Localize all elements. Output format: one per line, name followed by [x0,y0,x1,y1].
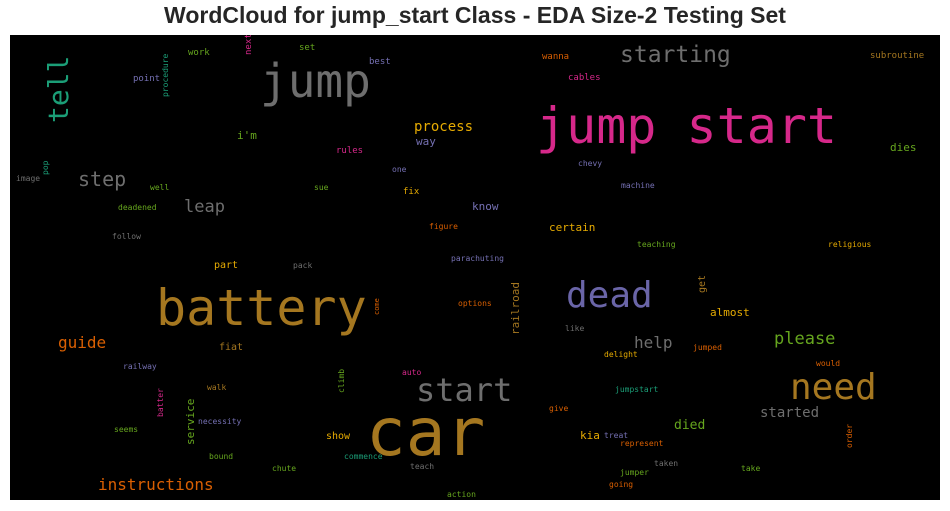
word-take: take [741,464,760,473]
word-well: well [150,183,169,192]
word-dies: dies [890,141,917,154]
word-bound: bound [209,452,233,461]
word-railway: railway [123,362,157,371]
word-action: action [447,490,476,499]
word-instructions: instructions [98,475,214,494]
word-please: please [774,329,835,349]
word-set: set [299,43,315,53]
word-started: started [760,405,819,421]
word-options: options [458,299,492,308]
word-starting: starting [620,42,731,68]
word-procedure: procedure [161,53,170,97]
word-follow: follow [112,232,141,241]
word-parachuting: parachuting [451,254,504,263]
word-help: help [634,333,673,352]
word-tell: tell [42,56,75,123]
word-cables: cables [568,73,601,83]
word-jumper: jumper [620,468,649,477]
word-figure: figure [429,222,458,231]
wordcloud-panel: jump start car battery jump dead need start sta… [10,35,940,500]
word-dead: dead [566,275,653,316]
word-pack: pack [293,261,312,270]
word-image: image [16,174,40,183]
word-delight: delight [604,350,638,359]
word-work: work [188,48,210,58]
word-get: get [697,275,708,293]
word-order: order [845,424,854,448]
word-sue: sue [314,183,329,192]
word-going: going [609,480,633,489]
word-pop: pop [41,160,50,175]
word-chevy: chevy [578,159,602,168]
word-one: one [392,165,407,174]
word-died: died [674,418,705,433]
word-point: point [133,74,160,84]
word-fix: fix [403,187,420,197]
word-battery: battery [156,279,367,337]
word-subroutine: subroutine [870,51,924,61]
word-come: come [373,298,381,315]
word-auto: auto [402,368,421,377]
word-jumped: jumped [693,343,722,352]
word-jump-start: jump start [536,97,837,155]
word-best: best [369,57,391,67]
word-necessity: necessity [198,417,242,426]
word-way: way [416,135,436,148]
word-almost: almost [710,306,750,319]
wordcloud-canvas: jump start car battery jump dead need start sta… [16,35,924,499]
word-railroad: railroad [509,282,522,335]
word-next: next [244,35,254,55]
word-wanna: wanna [542,52,569,62]
word-step: step [78,167,126,191]
word-deadened: deadened [118,203,157,212]
word-certain: certain [549,221,595,234]
word-seems: seems [114,425,138,434]
word-rules: rules [336,146,363,156]
word-walk: walk [207,383,226,392]
word-process: process [414,119,473,135]
word-leap: leap [184,197,225,217]
word-service: service [184,399,197,445]
word-part: part [214,260,238,271]
word-i-m: i'm [237,129,257,142]
word-represent: represent [620,439,664,448]
word-give: give [549,404,568,413]
word-car: car [366,394,485,471]
word-jump: jump [260,54,371,108]
word-commence: commence [344,452,383,461]
word-teaching: teaching [637,240,676,249]
word-machine: machine [621,181,655,190]
word-fiat: fiat [219,342,243,353]
word-taken: taken [654,459,678,468]
word-show: show [326,431,351,442]
word-like: like [565,324,584,333]
word-need: need [790,367,877,408]
word-kia: kia [580,429,600,442]
word-teach: teach [410,462,434,471]
word-would: would [816,359,840,368]
word-climb: climb [337,369,346,393]
word-guide: guide [58,333,106,352]
word-jumpstart: jumpstart [615,385,659,394]
word-start: start [416,371,512,409]
word-know: know [472,200,499,213]
word-religious: religious [828,240,872,249]
chart-title: WordCloud for jump_start Class - EDA Siz… [164,2,786,28]
word-batter: batter [156,388,165,417]
word-chute: chute [272,464,296,473]
word-treat: treat [604,431,628,440]
